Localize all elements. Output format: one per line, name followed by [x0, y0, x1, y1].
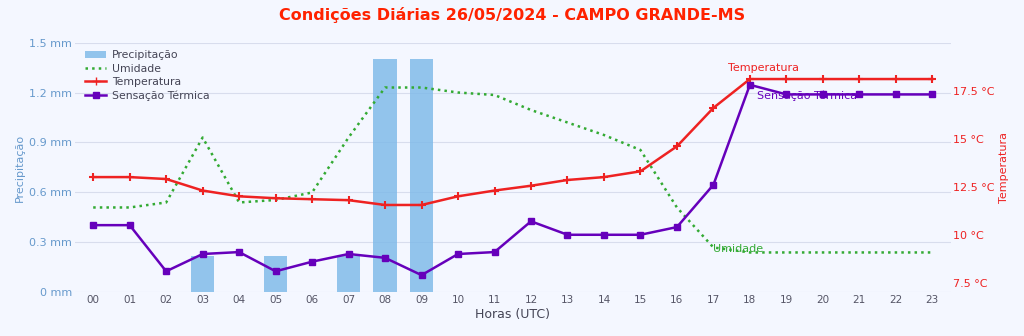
Bar: [337, 256, 360, 292]
Y-axis label: Temperatura: Temperatura: [999, 132, 1009, 203]
Text: Sensação Térmica: Sensação Térmica: [757, 91, 857, 101]
Legend: Precipitação, Umidade, Temperatura, Sensação Térmica: Precipitação, Umidade, Temperatura, Sens…: [85, 50, 210, 101]
Y-axis label: Precipitação: Precipitação: [15, 133, 25, 202]
Bar: [190, 256, 214, 292]
Bar: [264, 256, 288, 292]
Text: Temperatura: Temperatura: [728, 63, 799, 73]
Bar: [373, 59, 397, 292]
Bar: [410, 59, 433, 292]
Text: Umidade: Umidade: [714, 244, 764, 254]
X-axis label: Horas (UTC): Horas (UTC): [475, 308, 550, 321]
Text: Condições Diárias 26/05/2024 - CAMPO GRANDE-MS: Condições Diárias 26/05/2024 - CAMPO GRA…: [279, 7, 745, 23]
